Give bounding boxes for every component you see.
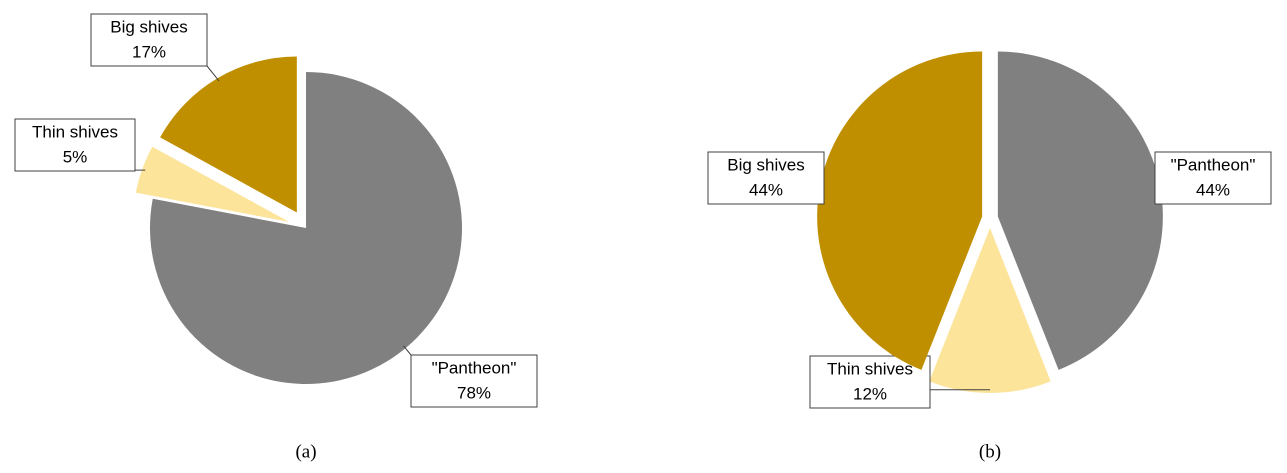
slice-value: 44% <box>1196 180 1230 199</box>
slice-value: 17% <box>132 42 166 61</box>
leader-line <box>206 65 220 82</box>
caption: (a) <box>295 441 316 462</box>
slice-value: 78% <box>457 383 491 402</box>
label-box <box>410 354 538 408</box>
slice-label: "Pantheon" <box>1171 155 1256 174</box>
label-box <box>809 355 931 409</box>
pie-slice <box>929 228 1051 393</box>
slice-value: 5% <box>63 147 88 166</box>
pie-slice <box>135 146 290 222</box>
label-box <box>707 151 825 205</box>
slice-label: "Pantheon" <box>432 358 517 377</box>
label-box <box>1154 151 1272 205</box>
label-box <box>90 13 208 67</box>
slice-label: Big shives <box>110 17 187 36</box>
slice-label: Big shives <box>727 155 804 174</box>
label-box <box>14 118 136 172</box>
pie-slice <box>817 51 983 370</box>
pie-slice <box>149 72 462 384</box>
caption: (b) <box>979 441 1001 462</box>
slice-value: 12% <box>853 384 887 403</box>
slice-label: Thin shives <box>32 122 118 141</box>
pie-slice <box>997 51 1163 370</box>
leader-line <box>403 345 412 356</box>
slice-value: 44% <box>749 180 783 199</box>
pie-slice <box>160 56 297 213</box>
slice-label: Thin shives <box>827 359 913 378</box>
